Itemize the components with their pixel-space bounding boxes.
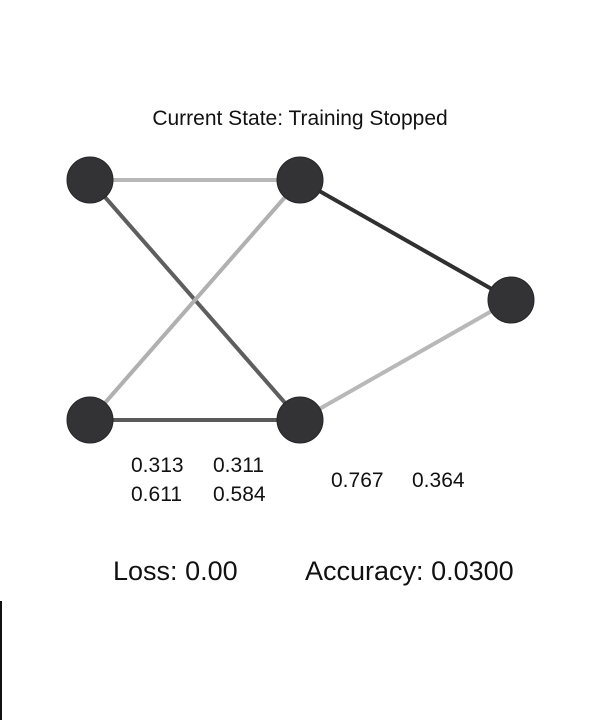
neuron-input-1 bbox=[66, 156, 114, 204]
weight-layer1-r2-c1: 0.611 bbox=[131, 483, 182, 506]
weight-layer2-2: 0.364 bbox=[412, 469, 465, 492]
weight-layer1-r2-c2: 0.584 bbox=[213, 483, 266, 506]
neuron-hidden-1 bbox=[276, 156, 324, 204]
accuracy-value: 0.0300 bbox=[431, 556, 514, 586]
connections bbox=[88, 178, 512, 422]
accuracy-readout: Accuracy: 0.0300 bbox=[305, 555, 514, 587]
connection-hidden-1-to-output-1 bbox=[299, 178, 512, 302]
training-state-title: Current State: Training Stopped bbox=[152, 107, 448, 130]
window-edge-bar bbox=[0, 601, 2, 720]
neuron-input-2 bbox=[66, 396, 114, 444]
weight-layer2-1: 0.767 bbox=[331, 469, 384, 492]
loss-readout: Loss: 0.00 bbox=[113, 555, 238, 587]
accuracy-label: Accuracy: bbox=[305, 556, 424, 586]
loss-value: 0.00 bbox=[185, 556, 238, 586]
neuron-hidden-2 bbox=[276, 396, 324, 444]
weight-layer1-r1-c2: 0.311 bbox=[213, 454, 264, 477]
neurons bbox=[66, 156, 535, 444]
connection-input-2-to-hidden-1 bbox=[88, 178, 302, 422]
weight-layer1-r1-c1: 0.313 bbox=[131, 454, 184, 477]
loss-label: Loss: bbox=[113, 556, 178, 586]
neuron-output-1 bbox=[487, 276, 535, 324]
connection-hidden-2-to-output-1 bbox=[299, 298, 512, 422]
